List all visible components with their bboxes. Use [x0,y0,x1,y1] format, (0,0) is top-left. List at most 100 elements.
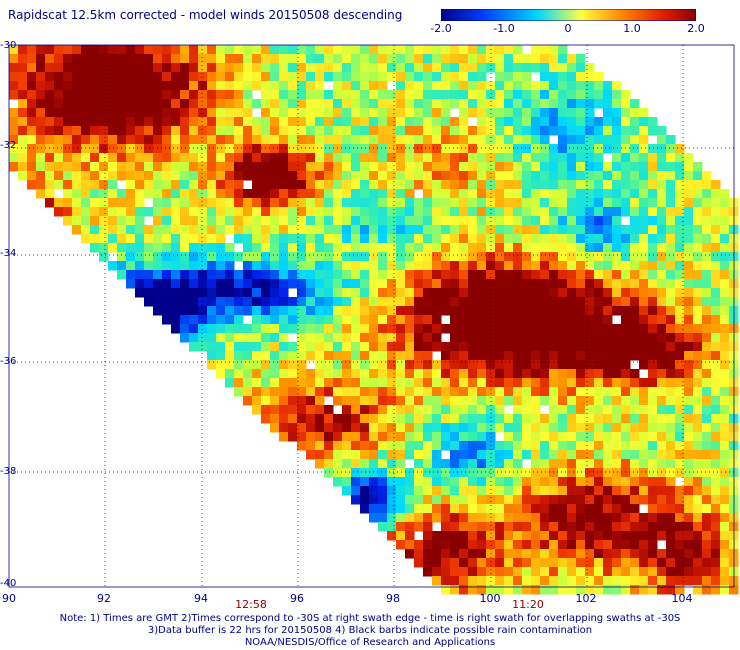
grid-cell [144,270,154,280]
grid-cell [198,252,208,262]
grid-cell [207,117,217,127]
grid-cell [396,459,406,469]
grid-cell [540,90,550,100]
grid-cell [243,171,253,181]
grid-cell [558,261,568,271]
grid-cell [612,171,622,181]
grid-cell [315,414,325,424]
grid-cell [585,450,595,460]
grid-cell [558,54,568,64]
footnote-line: 3)Data buffer is 22 hrs for 20150508 4) … [147,625,593,636]
grid-cell [126,81,136,91]
grid-cell [180,189,190,199]
grid-cell [666,216,676,226]
grid-cell [702,198,712,208]
grid-cell [63,45,73,55]
grid-cell [378,45,388,55]
grid-cell [333,324,343,334]
grid-cell [450,45,460,55]
grid-cell [108,54,118,64]
grid-cell [432,270,442,280]
grid-cell [351,432,361,442]
grid-cell [495,567,505,577]
grid-cell [594,378,604,388]
grid-cell [198,108,208,118]
grid-cell [36,180,46,190]
grid-cell [9,45,19,55]
grid-cell [351,441,361,451]
grid-cell [360,270,370,280]
grid-cell [72,108,82,118]
grid-cell [243,279,253,289]
grid-cell [72,81,82,91]
grid-cell [639,162,649,172]
grid-cell [468,261,478,271]
grid-cell [117,270,127,280]
grid-cell [288,423,298,433]
grid-cell [234,45,244,55]
grid-cell [198,198,208,208]
grid-cell [198,54,208,64]
grid-cell [315,189,325,199]
grid-cell [315,423,325,433]
grid-cell [9,153,19,163]
grid-cell [567,225,577,235]
grid-cell [450,180,460,190]
grid-cell [486,360,496,370]
grid-cell [639,288,649,298]
grid-cell [666,198,676,208]
grid-cell [27,108,37,118]
grid-cell [234,270,244,280]
grid-cell [459,63,469,73]
grid-cell [423,153,433,163]
grid-cell [567,63,577,73]
grid-cell [72,162,82,172]
grid-cell [207,198,217,208]
grid-cell [558,207,568,217]
grid-cell [495,396,505,406]
grid-cell [297,153,307,163]
grid-cell [612,405,622,415]
grid-cell [585,513,595,523]
grid-cell [306,315,316,325]
grid-cell [54,180,64,190]
grid-cell [378,252,388,262]
grid-cell [369,54,379,64]
grid-cell [315,432,325,442]
grid-cell [432,144,442,154]
grid-cell [378,234,388,244]
grid-cell [648,189,658,199]
grid-cell [558,216,568,226]
grid-cell [441,405,451,415]
grid-cell [468,72,478,82]
grid-cell [540,513,550,523]
grid-cell [441,99,451,109]
grid-cell [162,189,172,199]
grid-cell [477,171,487,181]
grid-cell [387,351,397,361]
grid-cell [369,234,379,244]
grid-cell [558,351,568,361]
grid-cell [288,162,298,172]
grid-cell [495,252,505,262]
grid-cell [81,225,91,235]
grid-cell [639,522,649,532]
grid-cell [234,288,244,298]
grid-cell [171,297,181,307]
grid-cell [162,261,172,271]
grid-cell [477,522,487,532]
grid-cell [621,162,631,172]
grid-cell [522,468,532,478]
grid-cell [342,396,352,406]
grid-cell [207,135,217,145]
grid-cell [630,288,640,298]
grid-cell [297,243,307,253]
grid-cell [639,135,649,145]
grid-cell [180,54,190,64]
grid-cell [378,441,388,451]
grid-cell [189,144,199,154]
grid-cell [612,99,622,109]
grid-cell [531,468,541,478]
grid-cell [531,288,541,298]
grid-cell [144,207,154,217]
